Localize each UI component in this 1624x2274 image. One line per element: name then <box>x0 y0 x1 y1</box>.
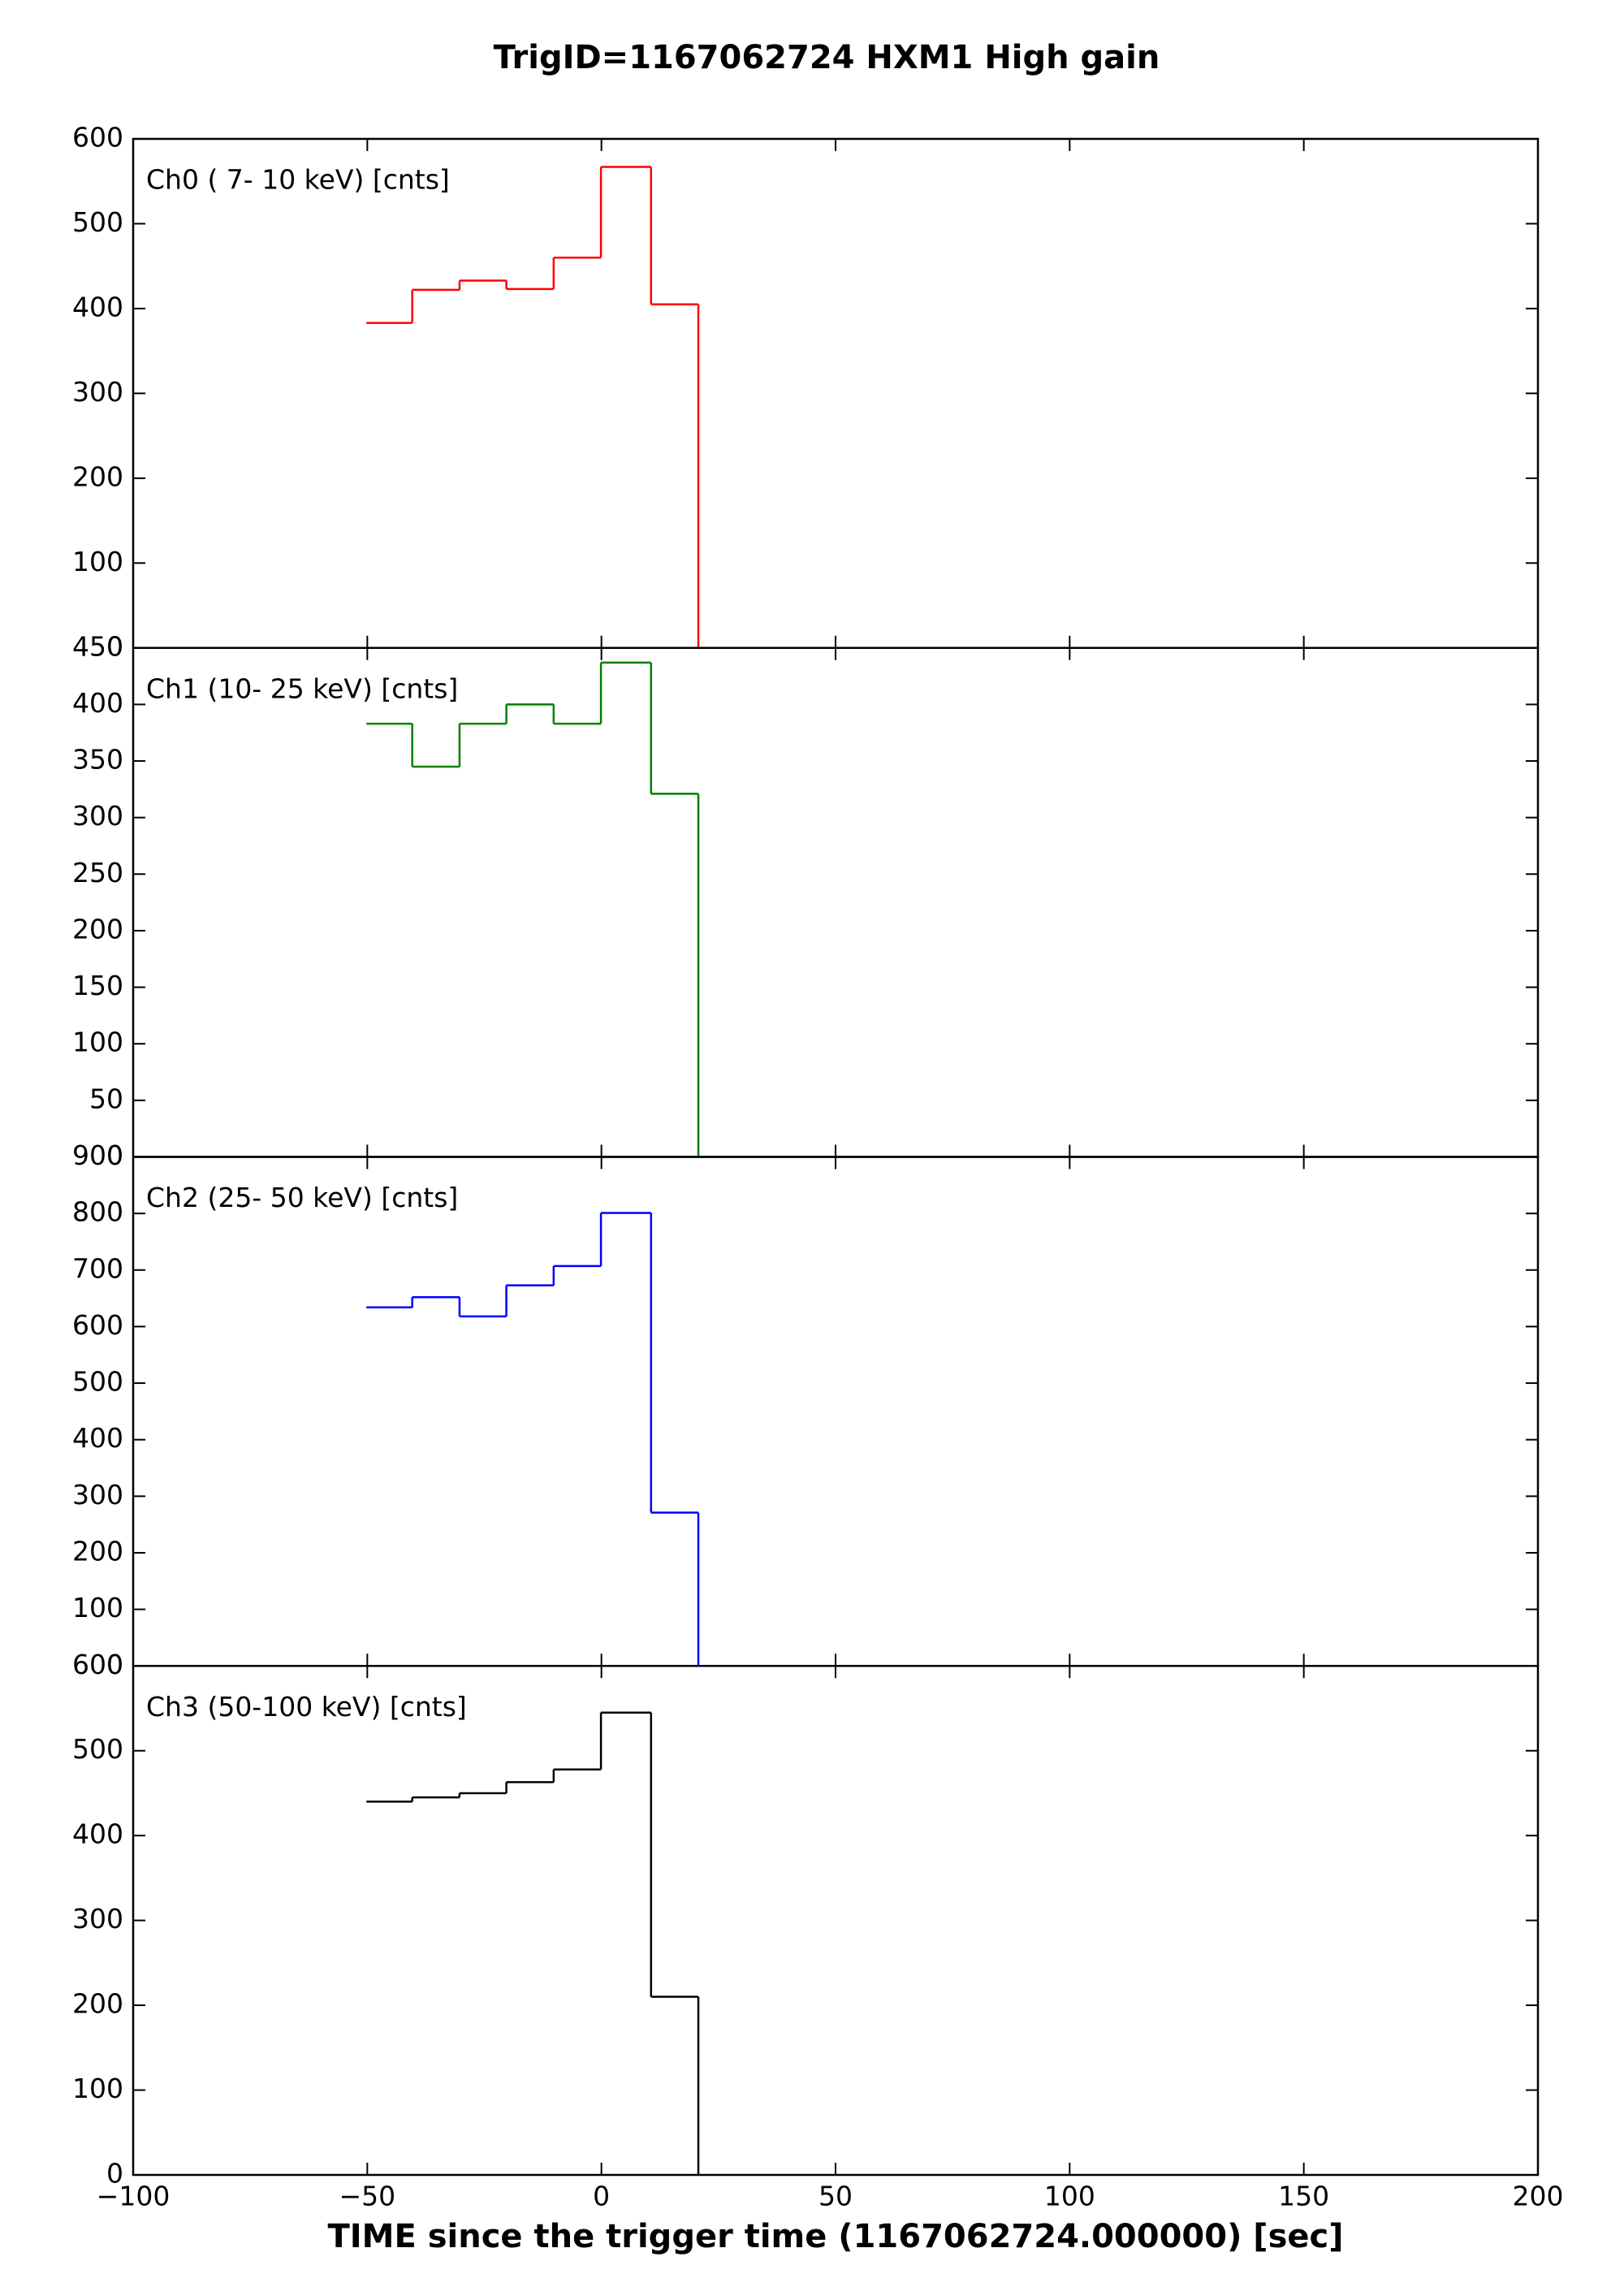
x-tick-label: 150 <box>1278 2181 1329 2212</box>
y-tick-label: 0 <box>106 630 123 662</box>
y-tick-label: 350 <box>72 744 123 776</box>
y-tick-label: 100 <box>72 1592 123 1623</box>
y-tick-label: 200 <box>72 913 123 945</box>
y-tick-label: 500 <box>72 1733 123 1765</box>
y-tick-label: 150 <box>72 970 123 1001</box>
y-tick-label: 300 <box>72 1479 123 1511</box>
x-axis-label: TIME since the trigger time (1167062724.… <box>327 2218 1343 2255</box>
y-tick-label: 300 <box>72 1903 123 1935</box>
chart-title: TrigID=1167062724 HXM1 High gain <box>494 39 1160 76</box>
y-tick-label: 300 <box>72 376 123 408</box>
panel-label: Ch0 ( 7- 10 keV) [cnts] <box>146 164 450 196</box>
x-tick-label: 200 <box>1513 2181 1564 2212</box>
y-tick-label: 700 <box>72 1252 123 1284</box>
y-tick-label: 500 <box>72 1366 123 1398</box>
y-tick-label: 200 <box>72 460 123 492</box>
y-tick-label: 0 <box>106 2158 123 2190</box>
x-tick-label: 50 <box>818 2181 853 2212</box>
y-tick-label: 400 <box>72 1818 123 1850</box>
y-tick-label: 800 <box>72 1196 123 1228</box>
x-tick-label: 0 <box>593 2181 610 2212</box>
x-tick-label: −50 <box>339 2181 396 2212</box>
y-tick-label: 250 <box>72 857 123 888</box>
y-tick-label: 900 <box>72 1139 123 1171</box>
y-tick-label: 50 <box>89 1083 123 1114</box>
y-tick-label: 100 <box>72 546 123 577</box>
panel-label: Ch1 (10- 25 keV) [cnts] <box>146 672 458 704</box>
y-tick-label: 500 <box>72 206 123 238</box>
y-tick-label: 300 <box>72 800 123 832</box>
x-tick-label: 100 <box>1044 2181 1095 2212</box>
y-tick-label: 0 <box>106 1139 123 1171</box>
panel-label: Ch2 (25- 50 keV) [cnts] <box>146 1182 458 1213</box>
y-tick-label: 100 <box>72 1027 123 1058</box>
x-tick-label: −100 <box>97 2181 171 2212</box>
y-tick-label: 200 <box>72 1535 123 1567</box>
y-tick-label: 0 <box>106 1649 123 1680</box>
y-tick-label: 400 <box>72 687 123 719</box>
y-tick-label: 100 <box>72 2073 123 2104</box>
y-tick-label: 600 <box>72 1309 123 1341</box>
y-tick-label: 400 <box>72 291 123 322</box>
y-tick-label: 200 <box>72 1988 123 2020</box>
y-tick-label: 600 <box>72 122 123 153</box>
panel-label: Ch3 (50-100 keV) [cnts] <box>146 1691 467 1723</box>
y-tick-label: 600 <box>72 1649 123 1680</box>
y-tick-label: 450 <box>72 630 123 662</box>
y-tick-label: 400 <box>72 1422 123 1454</box>
